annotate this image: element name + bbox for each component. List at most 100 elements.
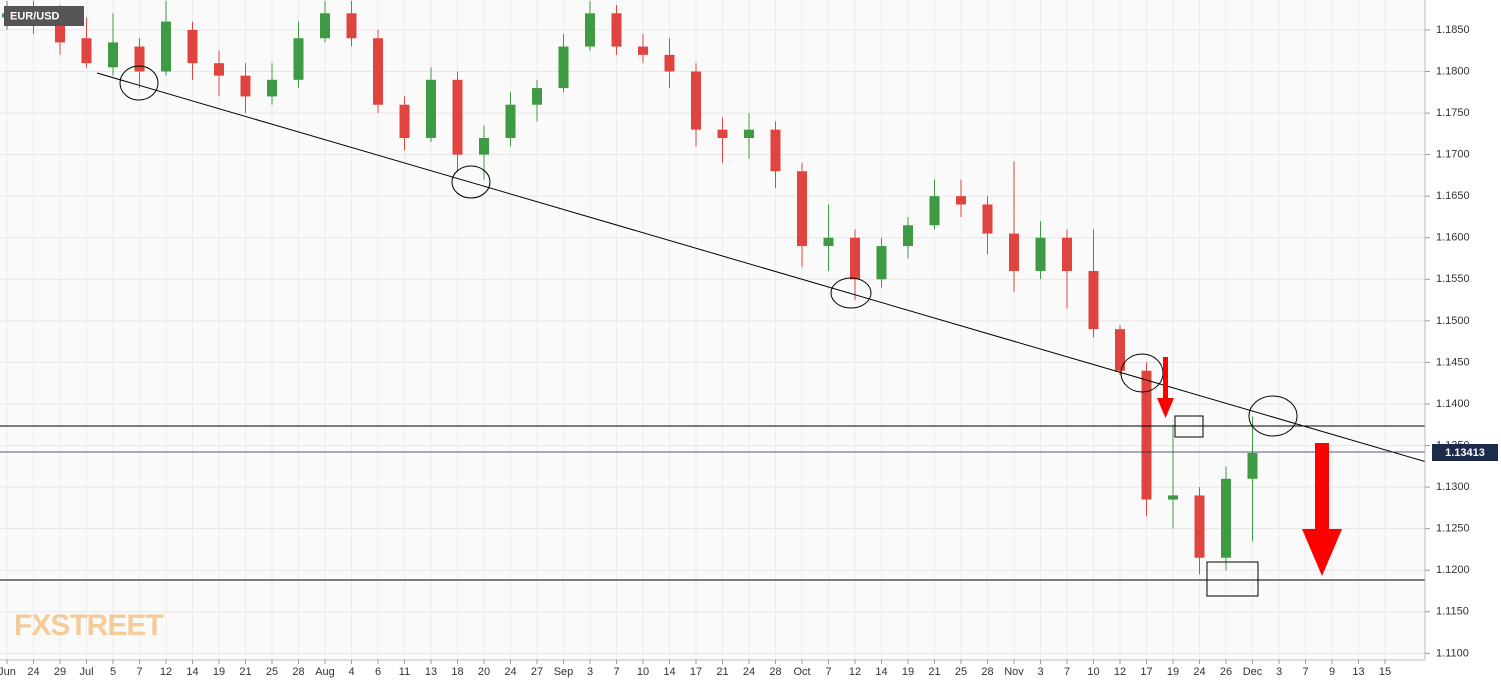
x-tick-label: 19 bbox=[902, 666, 914, 678]
circle bbox=[830, 277, 872, 309]
circle bbox=[1248, 395, 1298, 437]
x-tick-label: 7 bbox=[1064, 666, 1070, 678]
x-tick-label: 7 bbox=[613, 666, 619, 678]
x-tick-label: 10 bbox=[1087, 666, 1099, 678]
candle-body bbox=[1088, 270, 1099, 330]
candle-body bbox=[903, 225, 913, 247]
x-tick-label: Oct bbox=[793, 666, 810, 678]
x-tick-label: 12 bbox=[849, 666, 861, 678]
y-tick-label: 1.1800 bbox=[1436, 65, 1470, 77]
y-tick-label: 1.1850 bbox=[1436, 24, 1470, 36]
candle-body bbox=[399, 104, 410, 138]
x-tick-label: 19 bbox=[1167, 666, 1179, 678]
candle-body bbox=[187, 29, 198, 64]
y-tick-label: 1.1400 bbox=[1436, 398, 1470, 410]
candle-body bbox=[611, 13, 622, 47]
candle-body bbox=[744, 129, 754, 138]
x-tick-label: 14 bbox=[186, 666, 198, 678]
x-tick-label: 4 bbox=[348, 666, 354, 678]
candle-body bbox=[770, 129, 781, 172]
box bbox=[1174, 415, 1204, 438]
x-tick-label: 13 bbox=[1352, 666, 1364, 678]
x-tick-label: 28 bbox=[769, 666, 781, 678]
arrows bbox=[1157, 357, 1342, 576]
candle-body bbox=[373, 38, 383, 105]
candle-body bbox=[717, 129, 728, 138]
x-tick-label: 24 bbox=[504, 666, 516, 678]
candle-body bbox=[876, 246, 887, 280]
arrow-head bbox=[1157, 398, 1174, 418]
x-tick-label: 25 bbox=[266, 666, 278, 678]
x-tick-label: 26 bbox=[1220, 666, 1232, 678]
arrow-head bbox=[1302, 529, 1342, 576]
candle-body bbox=[1221, 478, 1231, 558]
x-tick-label: 24 bbox=[1193, 666, 1205, 678]
chart-title: EUR/USD bbox=[10, 10, 60, 22]
y-tick-label: 1.1450 bbox=[1436, 356, 1470, 368]
candle-body bbox=[558, 46, 569, 89]
watermark: FXSTREET bbox=[14, 609, 163, 642]
candle-body bbox=[1168, 495, 1178, 500]
price-badge bbox=[1432, 444, 1498, 461]
circle bbox=[451, 165, 491, 199]
x-tick-label: 17 bbox=[1140, 666, 1152, 678]
x-tick-label: 28 bbox=[981, 666, 993, 678]
x-tick-label: Dec bbox=[1243, 666, 1263, 678]
y-tick-label: 1.1700 bbox=[1436, 149, 1470, 161]
candle-body bbox=[214, 63, 224, 76]
grid bbox=[0, 0, 1425, 660]
candle-body bbox=[532, 88, 542, 105]
x-tick-label: Jun bbox=[0, 666, 16, 678]
x-tick-label: 12 bbox=[1114, 666, 1126, 678]
y-tick-label: 1.1750 bbox=[1436, 107, 1470, 119]
candle-body bbox=[426, 79, 436, 138]
box bbox=[1206, 561, 1259, 597]
circle bbox=[119, 65, 159, 101]
y-tick-label: 1.1250 bbox=[1436, 523, 1470, 535]
x-tick-label: 3 bbox=[1276, 666, 1282, 678]
x-tick-label: 14 bbox=[663, 666, 675, 678]
candle-body bbox=[823, 237, 834, 247]
candle-body bbox=[161, 21, 171, 72]
x-tick-label: 5 bbox=[110, 666, 116, 678]
x-tick-label: 14 bbox=[875, 666, 887, 678]
x-tick-label: Sep bbox=[554, 666, 574, 678]
candle-body bbox=[1009, 233, 1019, 271]
candle-body bbox=[267, 79, 277, 97]
x-tick-label: 3 bbox=[587, 666, 593, 678]
candle-body bbox=[1115, 329, 1125, 371]
trend-line bbox=[96, 72, 1431, 464]
x-tick-label: 21 bbox=[928, 666, 940, 678]
candle-body bbox=[134, 46, 145, 72]
x-tick-label: 29 bbox=[54, 666, 66, 678]
candle-body bbox=[479, 137, 489, 155]
y-tick-label: 1.1200 bbox=[1436, 564, 1470, 576]
candle-body bbox=[505, 104, 516, 138]
candle-body bbox=[108, 42, 118, 68]
y-tick-label: 1.1100 bbox=[1436, 647, 1469, 659]
x-tick-label: 13 bbox=[425, 666, 437, 678]
x-tick-label: 7 bbox=[136, 666, 142, 678]
candle-body bbox=[1141, 370, 1152, 500]
candle-body bbox=[55, 19, 65, 43]
x-tick-label: 18 bbox=[451, 666, 463, 678]
x-tick-label: 11 bbox=[399, 666, 410, 678]
x-tick-label: 17 bbox=[690, 666, 702, 678]
candle-body bbox=[982, 204, 993, 234]
x-tick-label: 12 bbox=[160, 666, 172, 678]
candle-body bbox=[585, 13, 595, 47]
y-tick-label: 1.1600 bbox=[1436, 232, 1470, 244]
candle-body bbox=[797, 171, 807, 247]
candle-body bbox=[850, 237, 860, 280]
candle-body bbox=[293, 38, 304, 80]
x-tick-label: Nov bbox=[1004, 666, 1024, 678]
arrow-shaft bbox=[1163, 357, 1168, 402]
x-tick-label: 25 bbox=[955, 666, 967, 678]
x-tick-label: 10 bbox=[637, 666, 649, 678]
candle-body bbox=[1062, 237, 1072, 271]
x-tick-label: 24 bbox=[743, 666, 755, 678]
x-tick-label: 7 bbox=[825, 666, 831, 678]
candle-body bbox=[664, 54, 675, 72]
candle-body bbox=[1035, 237, 1046, 271]
